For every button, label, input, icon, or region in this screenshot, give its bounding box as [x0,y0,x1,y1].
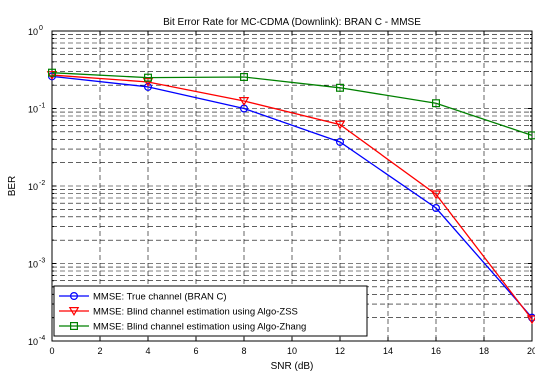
y-tick-label: 10 -1 [28,103,45,115]
y-tick-label-exponent: -2 [39,180,45,187]
data-point [432,204,441,213]
y-tick-label-base: 10 [28,182,38,192]
x-tick-label: 18 [479,346,489,356]
x-tick-label: 16 [431,346,441,356]
data-point [526,315,535,325]
y-tick-label: 10 -4 [28,335,45,347]
series-line [51,74,533,320]
y-tick-label-base: 10 [28,105,38,115]
data-point [334,120,346,130]
y-tick-label-exponent: -4 [39,335,45,342]
y-tick-label-exponent: -1 [39,103,45,110]
x-tick-label: 12 [335,346,345,356]
data-point [432,99,441,108]
series-line [51,72,533,136]
x-tick-label: 4 [145,346,150,356]
x-tick-label: 6 [193,346,198,356]
y-tick-label: 10 -3 [28,258,45,270]
data-point [142,78,154,87]
data-point [240,72,249,81]
x-tick-label: 8 [241,346,246,356]
data-point [527,131,535,140]
legend-marker [68,307,80,316]
x-tick-label: 2 [97,346,102,356]
data-series [46,68,535,325]
series-line [51,75,533,319]
legend-item: MMSE: Blind channel estimation using Alg… [59,307,298,318]
legend-box [53,285,368,337]
legend-marker [69,292,78,301]
legend-item: MMSE: True channel (BRAN C) [59,292,227,303]
data-point [144,82,153,91]
data-point [47,68,56,77]
data-point [238,97,250,106]
legend-item: MMSE: Blind channel estimation using Alg… [59,322,306,333]
legend-label: MMSE: Blind channel estimation using Alg… [93,307,298,318]
x-axis-tick-labels: 0 2 4 6 8 10 12 14 16 18 20 [49,346,535,356]
data-point [336,83,345,92]
y-tick-label-base: 10 [28,337,38,347]
series-2 [46,71,535,325]
y-tick-label-exponent: 0 [39,25,43,32]
data-point [46,71,58,81]
legend: MMSE: True channel (BRAN C) MMSE: Blind c… [53,285,368,337]
data-point [336,137,345,146]
chart-title: Bit Error Rate for MC-CDMA (Downlink): B… [163,17,421,28]
legend-label: MMSE: True channel (BRAN C) [93,292,227,303]
y-tick-label: 10 -2 [28,180,45,192]
y-tick-label-base: 10 [28,260,38,270]
y-tick-label-exponent: -3 [39,258,45,265]
grid [52,31,532,341]
data-point [144,73,153,82]
x-axis-label: SNR (dB) [271,361,314,372]
data-point [430,190,442,200]
y-tick-label-base: 10 [28,27,38,37]
y-tick-label: 10 0 [28,25,43,37]
legend-marker [69,322,78,331]
y-axis-label: BER [7,176,18,197]
x-tick-label: 10 [287,346,297,356]
series-3 [47,68,535,140]
legend-label: MMSE: Blind channel estimation using Alg… [93,322,306,333]
x-tick-label: 14 [383,346,393,356]
x-tick-label: 20 [527,346,535,356]
x-tick-label: 0 [49,346,54,356]
